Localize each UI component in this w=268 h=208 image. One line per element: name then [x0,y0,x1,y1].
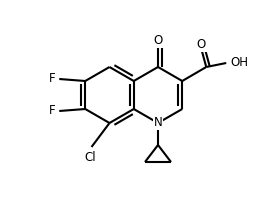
Text: O: O [197,38,206,52]
Text: OH: OH [230,57,248,69]
Text: Cl: Cl [85,151,96,164]
Text: O: O [153,35,163,47]
Text: F: F [49,104,55,118]
Text: F: F [49,73,55,85]
Text: N: N [154,116,162,130]
